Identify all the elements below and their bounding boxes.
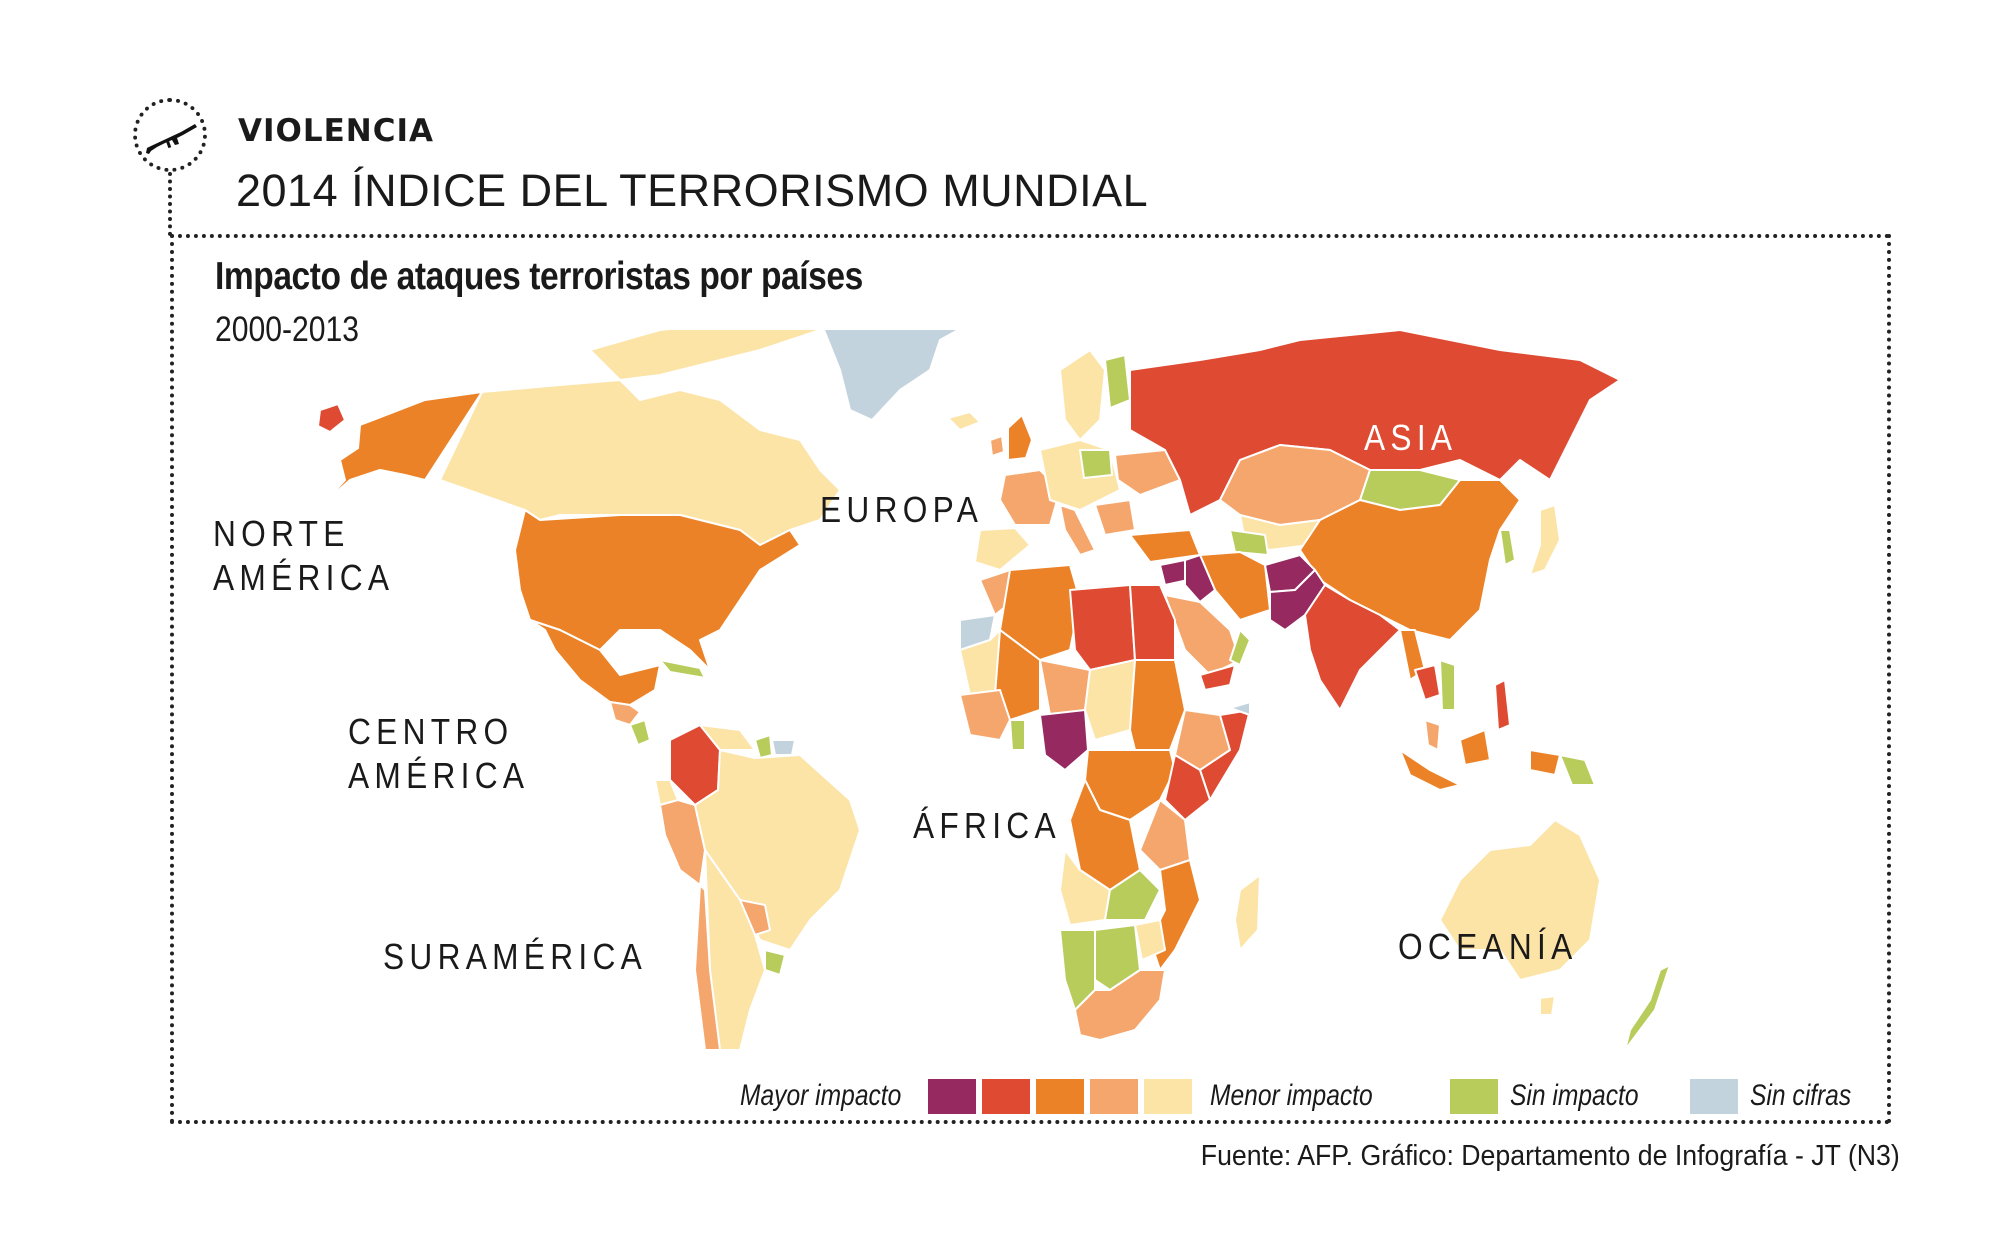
- world-map: [317, 330, 1671, 1050]
- country-sudan: [1129, 659, 1186, 751]
- country-niger: [1039, 659, 1091, 716]
- country-south-africa: [1074, 969, 1166, 1041]
- country-thailand: [1414, 664, 1441, 701]
- country-uruguay: [764, 949, 786, 976]
- legend-swatch-level3: [1036, 1078, 1084, 1114]
- country-nicaragua: [629, 719, 651, 746]
- country-syria: [1159, 559, 1189, 586]
- rifle-icon: [146, 124, 197, 154]
- country-tasmania: [1539, 995, 1556, 1016]
- rifle-icon-badge: [133, 98, 207, 172]
- country-cuba: [659, 659, 706, 679]
- section-kicker: VIOLENCIA: [238, 113, 435, 149]
- country-guyana: [754, 734, 773, 759]
- label-central-america-line1: CENTRO: [348, 711, 514, 752]
- country-libya: [1069, 584, 1136, 671]
- legend-swatch-level1: [1144, 1078, 1192, 1114]
- country-scandinavia: [1059, 349, 1106, 441]
- country-djibouti: [1229, 701, 1251, 716]
- country-india: [1304, 584, 1401, 711]
- map-years: 2000-2013: [215, 310, 359, 349]
- country-yemen: [1199, 664, 1236, 691]
- map-title: Impacto de ataques terroristas por paíse…: [215, 255, 863, 298]
- country-iceland: [947, 411, 981, 431]
- legend-major-label: Mayor impacto: [740, 1079, 902, 1112]
- country-japan: [1529, 504, 1561, 576]
- country-venezuela: [699, 724, 756, 751]
- country-ghana: [1009, 719, 1026, 751]
- legend-swatch-level4: [982, 1078, 1030, 1114]
- country-egypt: [1129, 584, 1176, 661]
- country-canada: [439, 379, 841, 546]
- country-turkmenistan: [1229, 529, 1269, 556]
- country-madagascar: [1234, 874, 1261, 951]
- source-credit: Fuente: AFP. Gráfico: Departamento de In…: [1201, 1140, 1900, 1172]
- country-indonesia: [1399, 729, 1561, 791]
- country-philippines: [1494, 679, 1511, 731]
- country-mali: [994, 629, 1041, 721]
- label-africa: ÁFRICA: [913, 805, 1061, 846]
- legend-swatch-level5: [928, 1078, 976, 1114]
- country-uk: [1007, 414, 1033, 461]
- country-nigeria: [1039, 709, 1089, 771]
- country-france: [999, 469, 1061, 526]
- label-north-america-line1: NORTE: [213, 513, 350, 554]
- country-chile: [694, 884, 721, 1050]
- country-papua-new-guinea: [1559, 754, 1596, 786]
- label-asia: ASIA: [1364, 417, 1458, 458]
- label-oceania: OCEANÍA: [1398, 926, 1578, 967]
- country-west-africa: [959, 689, 1011, 741]
- country-ukraine: [1114, 449, 1181, 496]
- country-zimbabwe: [1134, 919, 1166, 961]
- country-spain: [974, 527, 1031, 571]
- country-ireland: [989, 435, 1005, 457]
- country-peru: [659, 799, 706, 886]
- country-oman: [1229, 629, 1251, 666]
- country-zambia: [1104, 869, 1161, 921]
- label-south-america: SURAMÉRICA: [383, 936, 648, 977]
- legend-minor-label: Menor impacto: [1210, 1079, 1373, 1112]
- country-iraq: [1184, 554, 1216, 603]
- country-australia: [1439, 819, 1601, 981]
- legend-swatch-none: [1450, 1078, 1498, 1114]
- map-frame: [170, 234, 1891, 1124]
- country-new-zealand: [1624, 964, 1671, 1050]
- dotted-connector: [168, 172, 172, 236]
- label-north-america-line2: AMÉRICA: [213, 557, 395, 598]
- page-title: 2014 ÍNDICE DEL TERRORISMO MUNDIAL: [236, 165, 1149, 216]
- legend-swatch-nodata: [1690, 1078, 1738, 1114]
- region-canada-arctic: [589, 330, 821, 381]
- country-vietnam: [1439, 659, 1456, 711]
- region-central-america: [609, 701, 641, 726]
- region-chukotka: [317, 403, 346, 433]
- country-finland: [1104, 354, 1131, 409]
- country-korea: [1499, 529, 1516, 566]
- country-turkey: [1129, 529, 1201, 563]
- country-chad: [1084, 659, 1136, 741]
- country-italy: [1059, 504, 1096, 556]
- legend-swatch-level2: [1090, 1078, 1138, 1114]
- legend-none-label: Sin impacto: [1510, 1079, 1639, 1112]
- legend-nodata-label: Sin cifras: [1750, 1079, 1852, 1112]
- label-europe: EUROPA: [820, 489, 984, 530]
- country-poland: [1079, 449, 1113, 479]
- country-mexico: [529, 619, 661, 706]
- country-alaska: [324, 391, 483, 503]
- country-malaysia: [1424, 719, 1441, 751]
- country-balkans: [1094, 499, 1136, 536]
- country-kenya: [1164, 754, 1211, 821]
- map-legend: Mayor impacto Menor impacto Sin impacto …: [740, 1075, 1873, 1117]
- country-greenland: [822, 330, 961, 421]
- label-central-america-line2: AMÉRICA: [348, 755, 530, 796]
- country-french-guiana: [771, 739, 796, 756]
